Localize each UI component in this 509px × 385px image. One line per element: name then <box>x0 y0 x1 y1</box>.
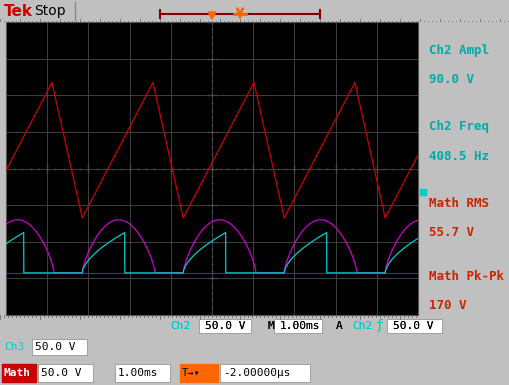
Text: 1.00ms: 1.00ms <box>279 321 320 331</box>
Text: T→▾: T→▾ <box>182 368 201 378</box>
Text: Ch2 Ampl: Ch2 Ampl <box>428 44 488 57</box>
Text: Ch2: Ch2 <box>351 321 372 331</box>
Bar <box>32 339 87 355</box>
Text: A: A <box>335 321 342 331</box>
Text: Ch3: Ch3 <box>4 342 24 352</box>
Text: 50.0 V: 50.0 V <box>392 321 433 331</box>
Bar <box>199 319 250 333</box>
Bar <box>386 319 441 333</box>
Bar <box>180 364 217 382</box>
Text: 1.00ms: 1.00ms <box>279 321 320 331</box>
Bar <box>115 364 169 382</box>
Text: Ch2: Ch2 <box>169 321 190 331</box>
Text: 50.0 V: 50.0 V <box>35 342 75 352</box>
Text: 50.0 V: 50.0 V <box>205 321 245 331</box>
Text: M: M <box>267 321 274 331</box>
Text: 50.0 V: 50.0 V <box>205 321 245 331</box>
Bar <box>219 364 309 382</box>
Text: Ch2 Freq: Ch2 Freq <box>428 121 488 133</box>
Text: M: M <box>267 321 274 331</box>
Text: Ch2: Ch2 <box>169 321 190 331</box>
Text: A: A <box>335 321 342 331</box>
Text: Tek: Tek <box>4 3 33 18</box>
Bar <box>38 364 93 382</box>
Text: Math RMS: Math RMS <box>428 196 488 209</box>
Text: 1.00ms: 1.00ms <box>118 368 158 378</box>
Text: Math: Math <box>4 368 31 378</box>
Text: 408.5 Hz: 408.5 Hz <box>428 150 488 162</box>
Text: 170 V: 170 V <box>428 299 466 312</box>
Text: Math Pk-Pk: Math Pk-Pk <box>428 270 503 283</box>
Bar <box>2 364 36 382</box>
Text: Ch2: Ch2 <box>351 321 372 331</box>
Text: 50.0 V: 50.0 V <box>392 321 433 331</box>
Bar <box>273 319 321 333</box>
Text: Stop: Stop <box>34 4 66 18</box>
Text: 90.0 V: 90.0 V <box>428 74 473 87</box>
Text: ƒ: ƒ <box>375 320 383 333</box>
Text: -2.00000μs: -2.00000μs <box>222 368 290 378</box>
Text: 50.0 V: 50.0 V <box>41 368 81 378</box>
Text: 55.7 V: 55.7 V <box>428 226 473 239</box>
Text: ƒ: ƒ <box>375 320 383 333</box>
